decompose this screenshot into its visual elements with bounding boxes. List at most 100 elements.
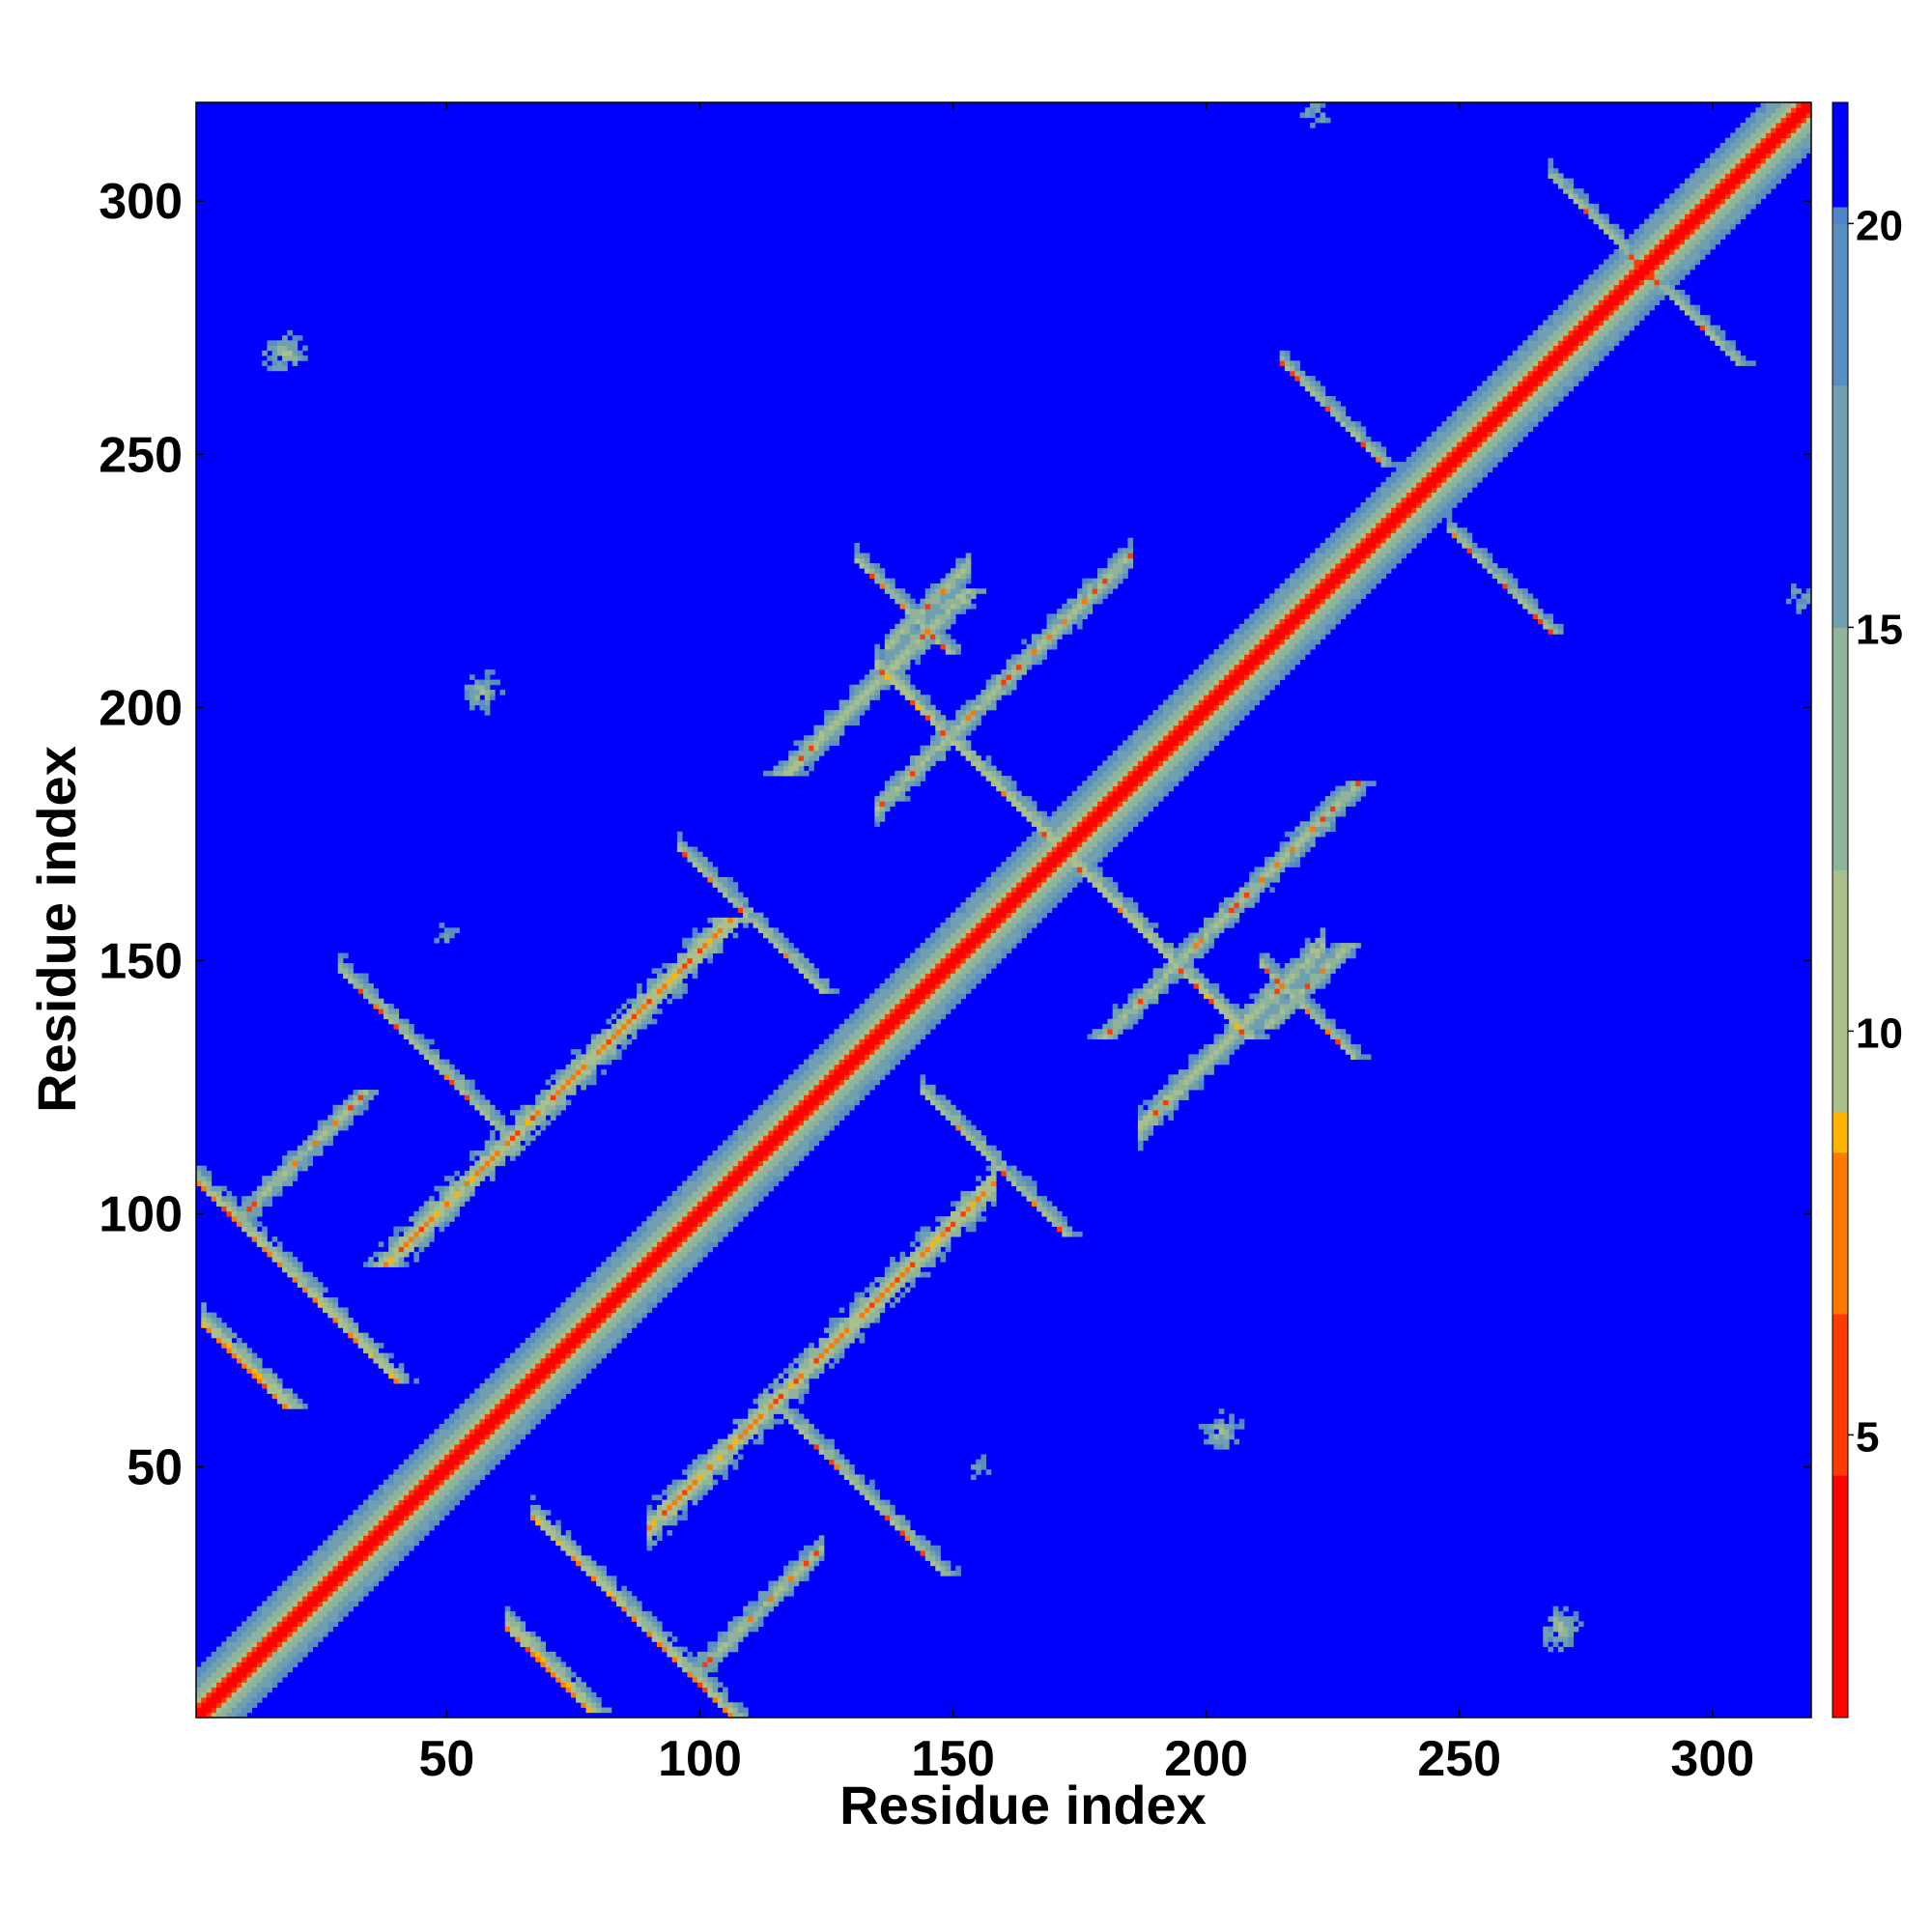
heatmap-cell — [940, 932, 952, 939]
heatmap-cell — [520, 1130, 526, 1136]
heatmap-cell — [1021, 902, 1027, 908]
heatmap-cell — [206, 1312, 213, 1319]
heatmap-cell — [955, 968, 961, 974]
heatmap-cell — [590, 1560, 597, 1567]
heatmap-cell — [576, 1287, 586, 1293]
heatmap-cell — [1299, 952, 1306, 959]
heatmap-cell — [692, 1494, 698, 1501]
heatmap-cell — [727, 1170, 733, 1177]
heatmap-cell — [1264, 957, 1270, 964]
heatmap-cell — [788, 1368, 794, 1374]
heatmap-cell — [596, 1043, 602, 1050]
heatmap-cell — [1224, 1049, 1230, 1055]
heatmap-cell — [793, 1099, 800, 1106]
heatmap-cell — [1143, 1110, 1149, 1116]
heatmap-cell — [479, 1165, 486, 1172]
heatmap-cell — [616, 1277, 622, 1283]
heatmap-cell — [495, 1388, 506, 1394]
heatmap-cell — [409, 1484, 414, 1491]
heatmap-cell — [1568, 1626, 1579, 1633]
heatmap-cell — [292, 1262, 298, 1267]
heatmap-cell — [696, 851, 703, 858]
heatmap-cell — [682, 963, 688, 969]
heatmap-cell — [276, 1585, 283, 1592]
heatmap-cell — [783, 1576, 789, 1581]
heatmap-cell — [834, 988, 840, 994]
heatmap-cell — [1112, 785, 1119, 792]
heatmap-cell — [596, 1322, 602, 1328]
heatmap-cell — [585, 1079, 597, 1086]
heatmap-cell — [849, 1332, 855, 1339]
heatmap-cell — [236, 1712, 247, 1719]
heatmap-cell — [1269, 963, 1275, 969]
heatmap-cell — [469, 1479, 480, 1486]
heatmap-cell — [601, 1262, 612, 1267]
heatmap-cell — [596, 1571, 602, 1577]
heatmap-cell — [1016, 1185, 1022, 1192]
heatmap-cell — [201, 1170, 213, 1177]
heatmap-cell — [676, 963, 683, 969]
heatmap-cell — [676, 983, 683, 989]
heatmap-cell — [332, 1307, 339, 1314]
heatmap-cell — [1127, 917, 1139, 923]
heatmap-cell — [429, 1454, 440, 1461]
heatmap-cell — [484, 1438, 491, 1445]
heatmap-cell — [606, 1049, 617, 1055]
heatmap-cell — [1238, 1013, 1245, 1020]
heatmap-cell — [560, 1671, 567, 1678]
heatmap-cell — [1229, 907, 1235, 914]
heatmap-cell — [990, 1165, 997, 1172]
heatmap-cell — [1340, 1043, 1347, 1050]
heatmap-cell — [763, 1140, 780, 1147]
heatmap-cell — [1092, 837, 1103, 842]
heatmap-cell — [418, 1049, 430, 1055]
heatmap-cell — [1324, 973, 1331, 980]
heatmap-cell — [960, 1130, 967, 1136]
heatmap-cell — [611, 1282, 617, 1288]
heatmap-cell — [970, 1463, 981, 1470]
heatmap-cell — [869, 1490, 875, 1495]
heatmap-cell — [671, 1226, 678, 1233]
heatmap-cell — [641, 1013, 647, 1020]
heatmap-cell — [687, 1651, 694, 1658]
heatmap-cell — [464, 1434, 470, 1440]
heatmap-cell — [890, 1009, 895, 1014]
heatmap-cell — [287, 1576, 293, 1581]
heatmap-cell — [803, 1090, 810, 1095]
heatmap-cell — [388, 1352, 394, 1359]
heatmap-cell — [1290, 978, 1295, 984]
heatmap-cell — [667, 1646, 673, 1653]
heatmap-cell — [312, 1130, 319, 1136]
heatmap-cell — [601, 1038, 607, 1045]
heatmap-cell — [1193, 1079, 1200, 1086]
heatmap-cell — [585, 1282, 602, 1288]
heatmap-cell — [696, 1196, 703, 1202]
heatmap-cell — [439, 1484, 445, 1491]
heatmap-cell — [1310, 1009, 1316, 1014]
heatmap-cell — [651, 1210, 658, 1217]
heatmap-cell — [393, 1231, 400, 1237]
heatmap-cell — [1340, 785, 1351, 792]
heatmap-cell — [965, 729, 972, 736]
heatmap-cell — [1178, 1079, 1184, 1086]
heatmap-cell — [540, 1383, 547, 1389]
heatmap-cell — [403, 1246, 414, 1253]
heatmap-cell — [1112, 781, 1119, 786]
heatmap-cell — [236, 1687, 242, 1693]
heatmap-cell — [1122, 801, 1128, 807]
heatmap-cell — [996, 785, 1008, 792]
heatmap-cell — [849, 1079, 861, 1086]
heatmap-cell — [1010, 917, 1022, 923]
heatmap-cell — [1157, 948, 1164, 953]
heatmap-cell — [940, 1221, 947, 1227]
heatmap-cell — [1304, 826, 1311, 833]
heatmap-cell — [813, 1560, 820, 1567]
heatmap-cell — [940, 745, 947, 752]
heatmap-cell — [1355, 1054, 1361, 1061]
heatmap-cell — [226, 1677, 242, 1683]
heatmap-cell — [950, 1221, 956, 1227]
heatmap-cell — [737, 907, 744, 914]
heatmap-cell — [940, 724, 947, 731]
heatmap-cell — [656, 983, 663, 989]
heatmap-cell — [1310, 1013, 1321, 1020]
